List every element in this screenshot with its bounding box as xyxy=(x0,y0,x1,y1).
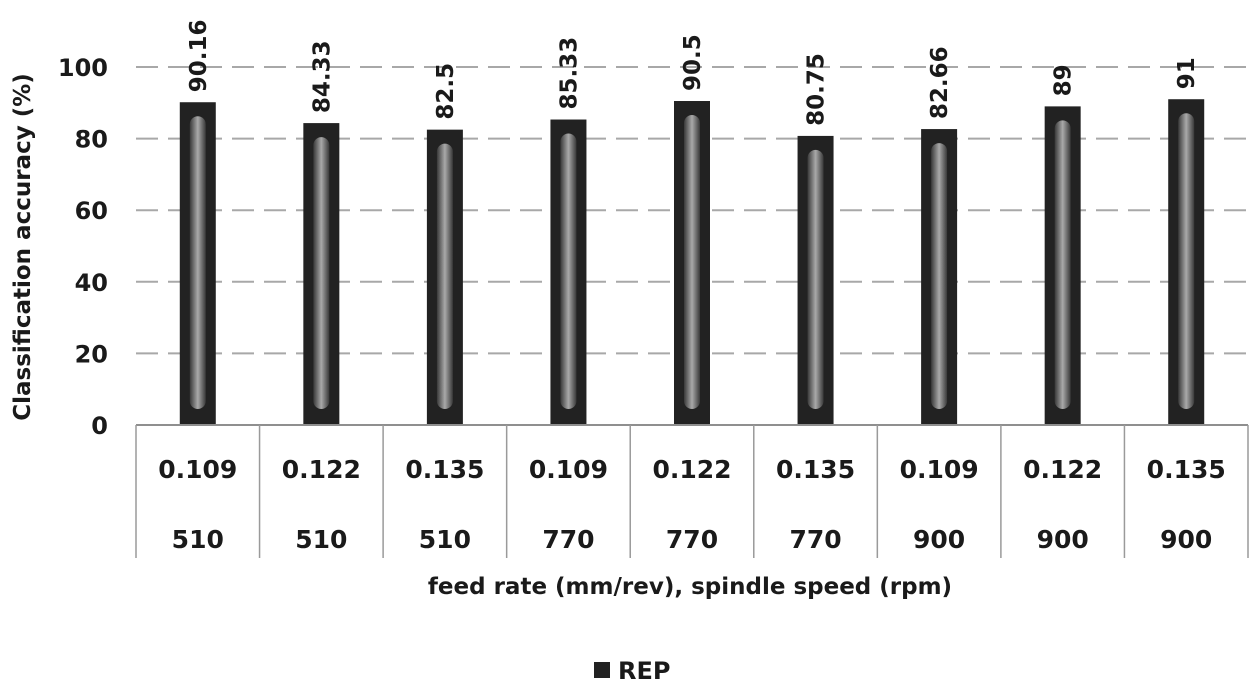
y-tick-label: 40 xyxy=(75,269,108,297)
bar-highlight xyxy=(1054,120,1071,409)
x-tick-spindle-speed: 770 xyxy=(666,525,718,554)
x-tick-spindle-speed: 900 xyxy=(1160,525,1212,554)
bar-highlight xyxy=(931,143,948,409)
x-tick-feed-rate: 0.109 xyxy=(529,455,608,484)
y-axis-title: Classification accuracy (%) xyxy=(10,73,36,421)
bars: 90.16 84.33 82.5 85.33 90.5 80.75 82.66 89 91 xyxy=(179,19,1205,426)
data-label: 80.75 xyxy=(804,53,830,126)
y-tick-label: 20 xyxy=(75,340,108,368)
y-tick-label: 80 xyxy=(75,126,108,154)
x-tick-spindle-speed: 510 xyxy=(295,525,347,554)
bar-highlight xyxy=(807,149,824,410)
data-label: 82.66 xyxy=(927,46,953,119)
bar-highlight xyxy=(684,115,700,409)
x-tick-feed-rate: 0.135 xyxy=(405,455,484,484)
x-tick-spindle-speed: 770 xyxy=(789,525,841,554)
bar-highlight xyxy=(189,116,206,409)
bar-highlight xyxy=(436,143,453,409)
y-tick-label: 60 xyxy=(75,197,108,225)
x-tick-feed-rate: 0.122 xyxy=(282,455,361,484)
x-tick-spindle-speed: 770 xyxy=(542,525,594,554)
x-tick-feed-rate: 0.109 xyxy=(158,455,237,484)
data-label: 91 xyxy=(1174,57,1200,89)
x-axis-title: feed rate (mm/rev), spindle speed (rpm) xyxy=(428,574,952,600)
y-tick-label: 100 xyxy=(58,54,108,82)
legend: REP xyxy=(594,657,670,685)
x-tick-feed-rate: 0.135 xyxy=(1147,455,1226,484)
y-tick-label: 0 xyxy=(91,412,108,440)
data-label: 82.5 xyxy=(433,63,459,120)
x-tick-spindle-speed: 510 xyxy=(172,525,224,554)
data-label: 89 xyxy=(1051,64,1077,96)
x-tick-spindle-speed: 900 xyxy=(1037,525,1089,554)
data-label: 90.16 xyxy=(186,19,212,92)
data-label: 90.5 xyxy=(680,34,706,91)
legend-swatch-rep xyxy=(594,662,610,678)
x-tick-spindle-speed: 510 xyxy=(419,525,471,554)
legend-label-rep: REP xyxy=(618,657,670,685)
x-tick-feed-rate: 0.122 xyxy=(1023,455,1102,484)
data-label: 85.33 xyxy=(556,37,582,110)
x-tick-feed-rate: 0.122 xyxy=(652,455,731,484)
x-tick-feed-rate: 0.109 xyxy=(900,455,979,484)
data-label: 84.33 xyxy=(309,40,335,113)
y-axis: 0 20 40 60 80 100 xyxy=(58,54,108,440)
bar-highlight xyxy=(560,133,577,409)
bar-highlight xyxy=(313,137,330,409)
bar-highlight xyxy=(1178,113,1195,409)
x-tick-feed-rate: 0.135 xyxy=(776,455,855,484)
x-tick-spindle-speed: 900 xyxy=(913,525,965,554)
x-axis: 0.109 510 0.122 510 0.135 510 0.109 770 0.122 770… xyxy=(135,424,1249,558)
